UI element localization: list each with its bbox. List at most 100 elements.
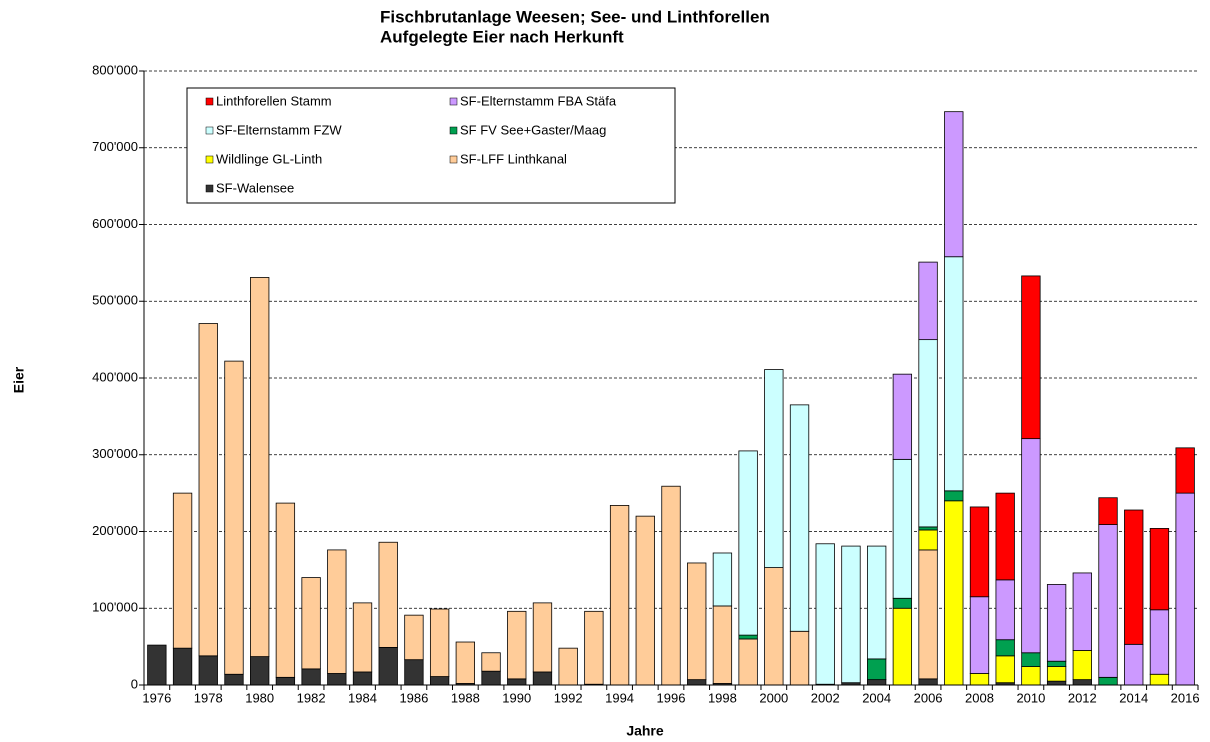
bar-segment (609, 505, 630, 686)
bar-segment (1149, 528, 1170, 611)
y-axis-title: Eier (11, 366, 27, 393)
bar-segment (404, 659, 424, 686)
y-tick-label: 400'000 (92, 369, 138, 384)
bar-segment (764, 369, 784, 568)
bar-segment (378, 646, 398, 686)
x-tick-label: 1990 (502, 690, 531, 705)
legend-box (186, 87, 676, 204)
bar-segment (1046, 584, 1067, 662)
x-tick-label: 1984 (348, 690, 377, 705)
x-tick-label: 2000 (759, 690, 788, 705)
bar-segment (327, 549, 347, 674)
bar-segment (1175, 492, 1195, 686)
bar-segment (275, 676, 296, 686)
x-tick-label: 2012 (1068, 690, 1097, 705)
bar-segment (429, 676, 450, 686)
bar-segment (918, 526, 938, 531)
x-tick-label: 1986 (399, 690, 428, 705)
x-tick-label: 1978 (194, 690, 223, 705)
bar-segment (1149, 673, 1170, 686)
bar-segment (995, 655, 1015, 684)
bar-segment (738, 450, 758, 636)
bar-segment (892, 597, 913, 609)
chart-title: Fischbrutanlage Weesen; See- und Linthfo… (380, 7, 770, 26)
x-tick-label: 1994 (605, 690, 634, 705)
y-tick-label: 200'000 (92, 523, 138, 538)
bar-segment (172, 647, 193, 686)
bar-segment (635, 515, 655, 686)
bar-segment (969, 596, 990, 674)
bar-segment (429, 608, 450, 677)
bar-segment (558, 647, 578, 686)
bar-segment (764, 567, 784, 686)
y-tick-label: 600'000 (92, 216, 138, 231)
bar-segment (1098, 676, 1118, 686)
bar-segment (687, 562, 707, 681)
bar-segment (301, 577, 321, 670)
bar-segment (404, 614, 424, 661)
bar-segment (198, 655, 218, 686)
y-tick-label: 700'000 (92, 139, 138, 154)
bar-segment (789, 404, 810, 632)
bar-segment (815, 543, 835, 685)
bar-segment (1021, 275, 1041, 440)
bar-segment (1021, 438, 1041, 654)
bar-segment (944, 500, 964, 686)
bar-segment (250, 277, 270, 658)
x-axis-title: Jahre (626, 723, 664, 739)
x-tick-label: 1992 (554, 690, 583, 705)
legend-swatch (205, 126, 214, 135)
x-tick-label: 1980 (245, 690, 274, 705)
bar-segment (867, 658, 887, 681)
bar-segment (918, 261, 938, 341)
bar-segment (352, 671, 373, 686)
bar-segment (892, 373, 913, 460)
y-tick-label: 0 (131, 676, 138, 691)
bar-segment (378, 541, 398, 648)
bar-segment (1046, 660, 1067, 667)
bar-segment (892, 607, 913, 686)
legend-label: Wildlinge GL-Linth (216, 151, 322, 166)
bar-segment (1046, 666, 1067, 682)
bar-segment (918, 529, 938, 551)
bar-segment (867, 679, 887, 686)
bar-segment (507, 678, 527, 686)
legend-label: SF-Elternstamm FZW (216, 122, 342, 137)
bar-segment (995, 579, 1015, 641)
bar-segment (1098, 497, 1118, 525)
y-tick-label: 100'000 (92, 600, 138, 615)
y-tick-label: 800'000 (92, 62, 138, 77)
x-tick-label: 2002 (811, 690, 840, 705)
legend-swatch (449, 97, 458, 106)
legend-label: SF-Elternstamm FBA Stäfa (460, 93, 617, 108)
legend-label: SF-LFF Linthkanal (460, 151, 567, 166)
legend-swatch (449, 126, 458, 135)
bar-segment (275, 502, 296, 678)
bar-segment (507, 610, 527, 680)
x-tick-label: 1988 (451, 690, 480, 705)
chart-subtitle: Aufgelegte Eier nach Herkunft (380, 27, 624, 46)
bar-segment (224, 360, 244, 675)
bar-segment (712, 552, 733, 607)
bar-segment (918, 678, 938, 686)
legend-swatch (449, 155, 458, 164)
bar-segment (1124, 643, 1144, 686)
bar-segment (1021, 666, 1041, 686)
bar-segment (532, 671, 553, 686)
bar-segment (712, 605, 733, 684)
legend-swatch (205, 155, 214, 164)
legend-swatch (205, 184, 214, 193)
bar-segment (969, 673, 990, 686)
y-tick-label: 300'000 (92, 446, 138, 461)
bar-segment (687, 679, 707, 686)
bar-segment (327, 673, 347, 686)
bar-segment (1175, 447, 1195, 494)
bar-segment (584, 610, 604, 685)
bar-segment (738, 638, 758, 686)
bar-segment (969, 506, 990, 598)
bar-segment (1046, 680, 1067, 686)
bar-segment (944, 111, 964, 258)
bar-segment (1124, 509, 1144, 645)
bar-segment (1072, 572, 1092, 651)
bar-segment (301, 668, 321, 686)
